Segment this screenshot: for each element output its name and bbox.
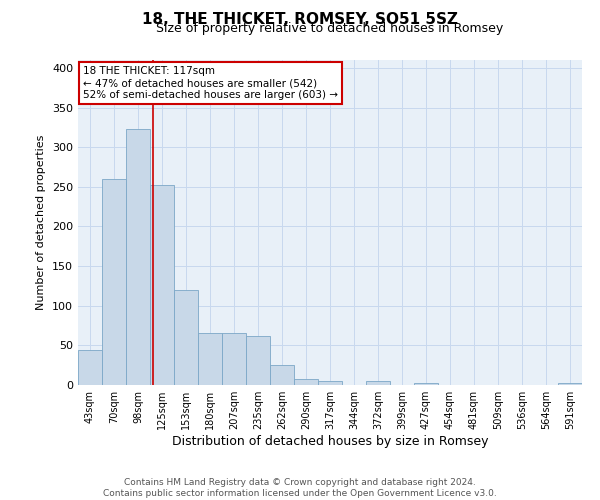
X-axis label: Distribution of detached houses by size in Romsey: Distribution of detached houses by size … <box>172 435 488 448</box>
Text: 18 THE THICKET: 117sqm
← 47% of detached houses are smaller (542)
52% of semi-de: 18 THE THICKET: 117sqm ← 47% of detached… <box>83 66 338 100</box>
Text: Contains HM Land Registry data © Crown copyright and database right 2024.
Contai: Contains HM Land Registry data © Crown c… <box>103 478 497 498</box>
Bar <box>78 350 102 385</box>
Y-axis label: Number of detached properties: Number of detached properties <box>37 135 46 310</box>
Bar <box>126 129 150 385</box>
Bar <box>222 334 246 385</box>
Text: 18, THE THICKET, ROMSEY, SO51 5SZ: 18, THE THICKET, ROMSEY, SO51 5SZ <box>142 12 458 28</box>
Bar <box>270 365 294 385</box>
Bar <box>150 185 174 385</box>
Bar <box>294 378 318 385</box>
Bar <box>414 382 438 385</box>
Bar <box>102 179 126 385</box>
Bar <box>366 381 390 385</box>
Bar <box>246 336 270 385</box>
Bar <box>174 290 198 385</box>
Bar <box>318 381 342 385</box>
Bar <box>558 382 582 385</box>
Bar <box>198 334 222 385</box>
Title: Size of property relative to detached houses in Romsey: Size of property relative to detached ho… <box>157 22 503 35</box>
